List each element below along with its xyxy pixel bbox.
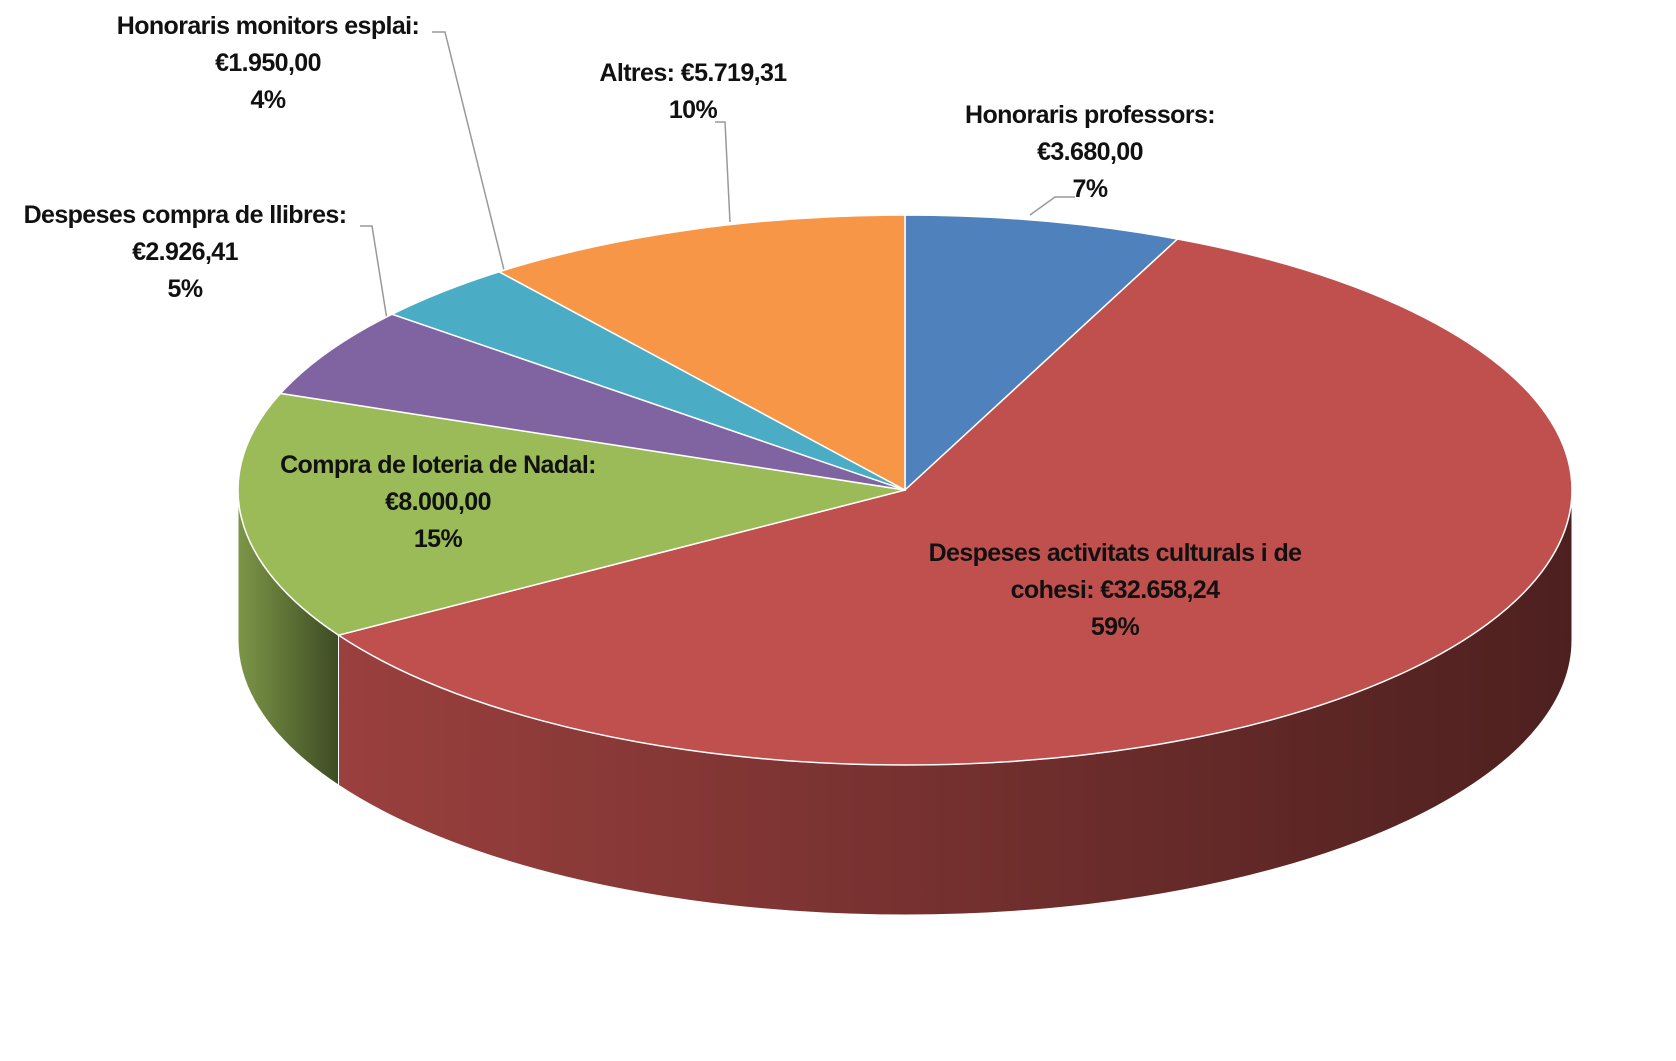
value-label: €3.680,00 bbox=[1037, 138, 1143, 166]
percentage-label: 4% bbox=[250, 86, 287, 114]
label-line: Honoraris monitors esplai: bbox=[88, 8, 448, 45]
label-line: Despeses compra de llibres: bbox=[0, 197, 375, 234]
data-label: Despeses activitats culturals i de cohes… bbox=[925, 535, 1305, 646]
pie-tops bbox=[237, 214, 1573, 766]
value-label: €2.926,41 bbox=[132, 238, 238, 266]
leader-line bbox=[715, 121, 731, 223]
leader-lines bbox=[360, 31, 1075, 327]
pie-slice bbox=[904, 214, 1180, 492]
pie-slice bbox=[279, 313, 906, 491]
pie-slice bbox=[237, 392, 906, 636]
percentage-label: 10% bbox=[668, 96, 718, 124]
category-label: Despeses activitats culturals i de cohes… bbox=[928, 539, 1302, 604]
data-label: Altres: €5.719,31 10% bbox=[513, 55, 873, 129]
percentage-label: 15% bbox=[413, 525, 463, 553]
pie-slice bbox=[336, 238, 1573, 766]
pie-slice bbox=[497, 214, 906, 492]
leader-line bbox=[360, 225, 389, 327]
leader-line bbox=[432, 31, 506, 275]
value-label: €5.719,31 bbox=[680, 59, 787, 87]
data-label: Honoraris monitors esplai: €1.950,00 4% bbox=[88, 8, 448, 119]
category-label: Despeses compra de llibres: bbox=[23, 201, 347, 229]
label-line: Honoraris professors: bbox=[930, 97, 1250, 134]
leader-line bbox=[1029, 196, 1075, 216]
data-label: Compra de loteria de Nadal: €8.000,00 15% bbox=[248, 447, 628, 558]
label-line: Compra de loteria de Nadal: bbox=[248, 447, 628, 484]
category-label: Compra de loteria de Nadal: bbox=[280, 451, 596, 479]
value-label: €32.658,24 bbox=[1100, 576, 1220, 604]
data-label: Despeses compra de llibres: €2.926,41 5% bbox=[0, 197, 375, 308]
category-label: Honoraris professors: bbox=[965, 101, 1216, 129]
percentage-label: 59% bbox=[1090, 613, 1140, 641]
value-label: €8.000,00 bbox=[385, 488, 491, 516]
data-label: Honoraris professors: €3.680,00 7% bbox=[930, 97, 1250, 208]
category-label: Altres: bbox=[599, 59, 675, 87]
category-label: Honoraris monitors esplai: bbox=[116, 12, 420, 40]
percentage-label: 5% bbox=[167, 275, 204, 303]
value-label: €1.950,00 bbox=[215, 49, 321, 77]
label-line: Despeses activitats culturals i de cohes… bbox=[925, 535, 1305, 609]
label-line: Altres: €5.719,31 bbox=[513, 55, 873, 92]
percentage-label: 7% bbox=[1072, 175, 1109, 203]
